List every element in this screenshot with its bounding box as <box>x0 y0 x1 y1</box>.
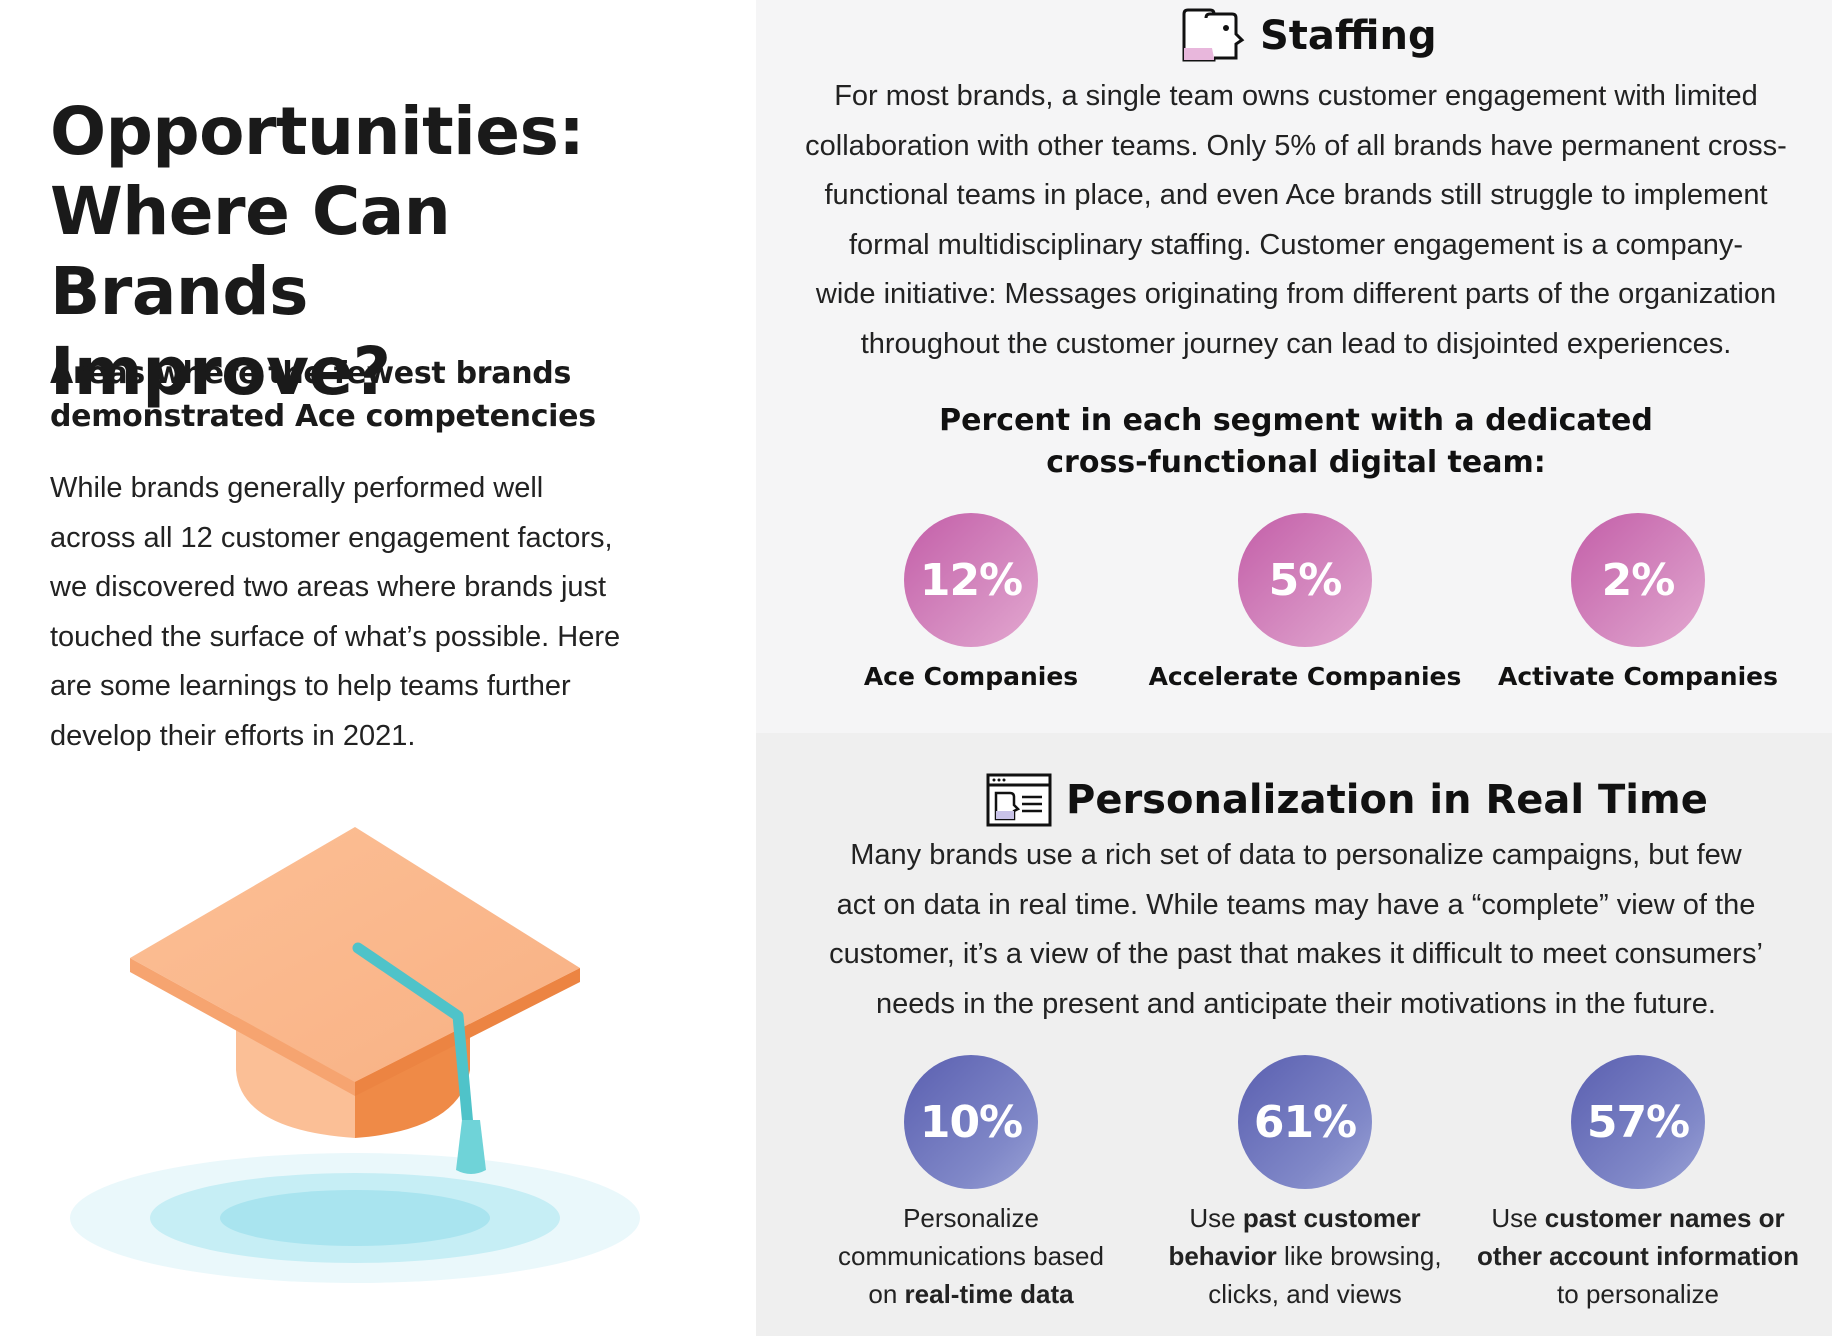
stat-circle-real-time: 10% <box>904 1055 1038 1189</box>
staffing-section: Staffing For most brands, a single team … <box>756 0 1832 733</box>
stat-circle-names: 57% <box>1571 1055 1705 1189</box>
stat-circle-accelerate: 5% <box>1238 513 1372 647</box>
personalization-heading: Personalization in Real Time <box>986 773 1708 827</box>
subtitle: Areas where the fewest brands demonstrat… <box>50 356 596 434</box>
stat-circle-ace: 12% <box>904 513 1038 647</box>
stat-label-ace: Ace Companies <box>863 662 1079 691</box>
left-panel: Opportunities: Where Can Brands Improve?… <box>0 0 756 1336</box>
stat-label-accelerate: Accelerate Companies <box>1148 662 1462 691</box>
graduation-cap-icon <box>70 827 640 1283</box>
staffing-stat-heading: Percent in each segment with a dedicated… <box>939 403 1653 480</box>
stat-desc-names: Use customer names or other account info… <box>1476 1203 1800 1309</box>
stat-desc-past-behavior: Use past customer behavior like browsing… <box>1168 1203 1442 1309</box>
personalization-paragraph: Many brands use a rich set of data to pe… <box>829 839 1763 1020</box>
page-title: Opportunities: Where Can Brands Improve? <box>50 93 585 410</box>
staffing-heading: Staffing <box>1180 8 1437 64</box>
stat-label-activate: Activate Companies <box>1497 662 1778 691</box>
staffing-paragraph: For most brands, a single team owns cust… <box>805 80 1787 360</box>
stat-desc-real-time: Personalize communications based on real… <box>838 1203 1104 1309</box>
staffing-people-icon <box>1182 8 1245 62</box>
intro-paragraph: While brands generally performed well ac… <box>50 472 621 752</box>
stat-circle-past-behavior: 61% <box>1238 1055 1372 1189</box>
personalization-section: Personalization in Real Time Many brands… <box>756 733 1832 1336</box>
browser-window-icon <box>986 773 1052 827</box>
stat-circle-activate: 2% <box>1571 513 1705 647</box>
